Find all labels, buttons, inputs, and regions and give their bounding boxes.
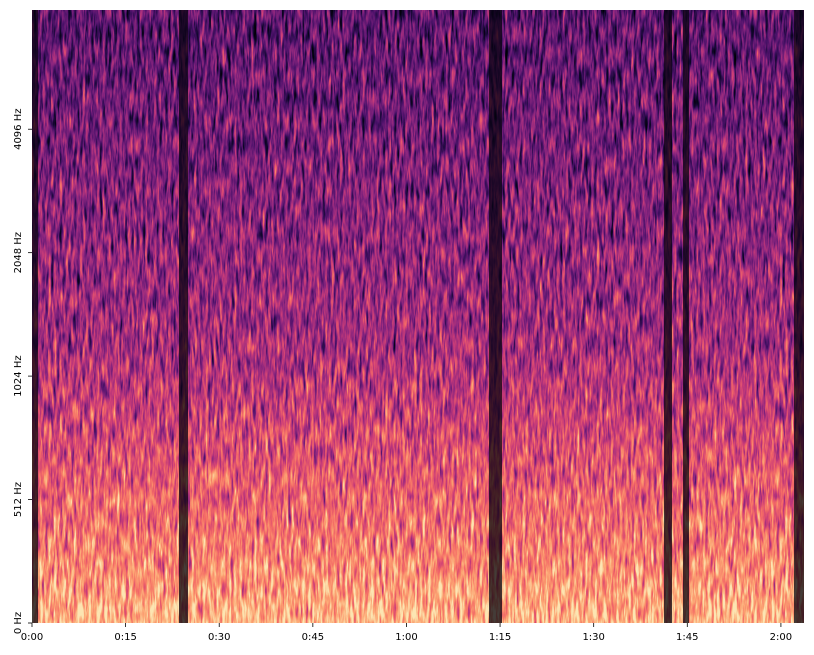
- spectrogram-image: [32, 10, 804, 623]
- quiet-band: [489, 10, 502, 623]
- x-tick-label: 2:00: [770, 632, 792, 643]
- y-tick-label: 2048 Hz: [13, 232, 24, 273]
- quiet-band: [32, 10, 38, 623]
- y-tick-label: 0 Hz: [13, 612, 24, 634]
- y-tick-label: 1024 Hz: [13, 355, 24, 396]
- x-tick-label: 0:15: [114, 632, 136, 643]
- x-tick-label: 1:15: [489, 632, 511, 643]
- x-tick-label: 1:00: [395, 632, 417, 643]
- x-tick-label: 1:45: [676, 632, 698, 643]
- quiet-band: [683, 10, 689, 623]
- quiet-band: [664, 10, 672, 623]
- quiet-band: [794, 10, 804, 623]
- x-tick-label: 1:30: [582, 632, 604, 643]
- x-tick-label: 0:30: [208, 632, 230, 643]
- quiet-band: [179, 10, 188, 623]
- x-tick-label: 0:45: [302, 632, 324, 643]
- plot-area: [32, 10, 804, 623]
- y-tick-label: 4096 Hz: [13, 109, 24, 150]
- y-tick-label: 512 Hz: [13, 482, 24, 517]
- x-tick-label: 0:00: [21, 632, 43, 643]
